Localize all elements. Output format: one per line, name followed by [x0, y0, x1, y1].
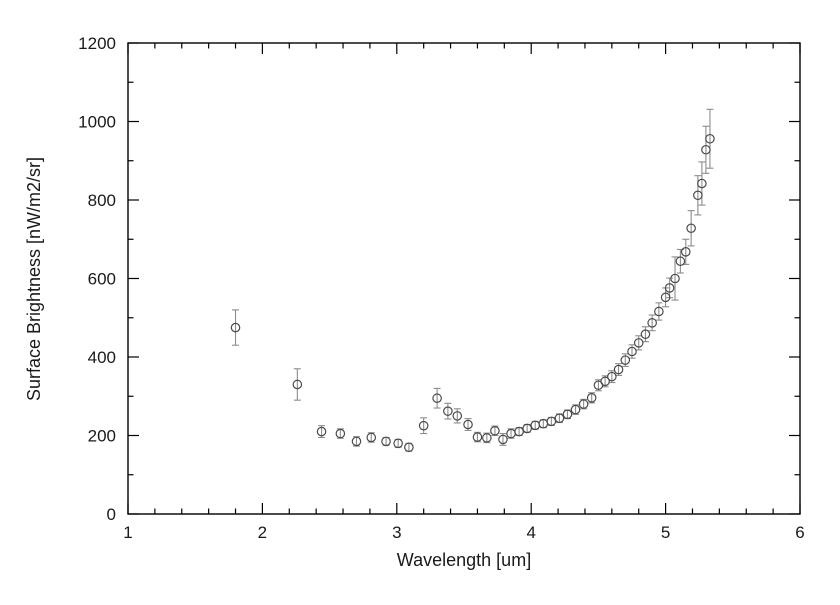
x-tick-label: 5	[661, 523, 670, 542]
data-point	[404, 442, 414, 453]
data-point	[686, 223, 696, 234]
data-point	[660, 292, 671, 303]
data-point	[463, 419, 473, 430]
data-point	[432, 393, 442, 404]
data-point	[607, 371, 617, 382]
y-axis-title: Surface Brightness [nW/m2/sr]	[24, 157, 44, 401]
data-point	[705, 133, 715, 144]
data-point	[633, 338, 644, 348]
data-point	[675, 256, 686, 267]
data-point	[335, 428, 346, 439]
data-point	[701, 144, 711, 155]
tick-marks	[127, 42, 801, 515]
data-point	[498, 434, 508, 445]
y-tick-label: 200	[88, 427, 116, 446]
axis-frame	[127, 42, 801, 515]
data-point	[570, 404, 581, 415]
data-point	[452, 411, 463, 421]
data-point	[647, 318, 657, 328]
y-tick-label: 1000	[78, 113, 116, 132]
data-point	[490, 425, 500, 436]
data-point	[562, 409, 573, 420]
data-point	[316, 426, 327, 437]
x-tick-label: 1	[123, 523, 132, 542]
data-point	[482, 433, 492, 443]
data-point	[620, 355, 631, 365]
data-point	[522, 423, 532, 434]
data-point	[443, 406, 453, 416]
data-point	[670, 273, 680, 284]
data-point	[381, 436, 391, 447]
x-tick-label: 6	[795, 523, 804, 542]
y-tick-label: 800	[88, 191, 116, 210]
data-point	[664, 283, 675, 293]
data-point	[654, 306, 664, 317]
x-tick-label: 2	[258, 523, 267, 542]
data-point	[613, 364, 624, 375]
data-point	[351, 436, 362, 447]
y-tick-label: 0	[107, 505, 116, 524]
data-point	[554, 413, 565, 424]
data-point	[366, 432, 377, 443]
data-point	[586, 393, 597, 403]
y-tick-label: 600	[88, 270, 116, 289]
data-point	[393, 438, 403, 449]
data-point	[546, 416, 557, 427]
x-tick-label: 3	[392, 523, 401, 542]
data-point	[230, 322, 241, 333]
data-point	[514, 426, 524, 437]
data-point	[600, 376, 610, 387]
data-point	[680, 247, 691, 257]
y-tick-label: 1200	[78, 34, 116, 53]
data-point	[578, 399, 589, 409]
y-tick-label: 400	[88, 348, 116, 367]
x-tick-label: 4	[526, 523, 535, 542]
x-axis-title: Wavelength [um]	[397, 550, 531, 570]
data-point	[472, 432, 483, 442]
data-point	[292, 379, 303, 390]
data-point	[693, 190, 703, 201]
data-point	[697, 178, 707, 189]
error-bars	[232, 108, 714, 452]
data-point	[640, 329, 651, 340]
tick-labels: 1 2 3 4 5 6 0 200 400 600 800 1000 1200	[78, 34, 805, 542]
plot-frame	[127, 42, 801, 515]
data-point	[418, 420, 429, 431]
data-point	[627, 346, 637, 357]
data-points	[230, 133, 715, 453]
